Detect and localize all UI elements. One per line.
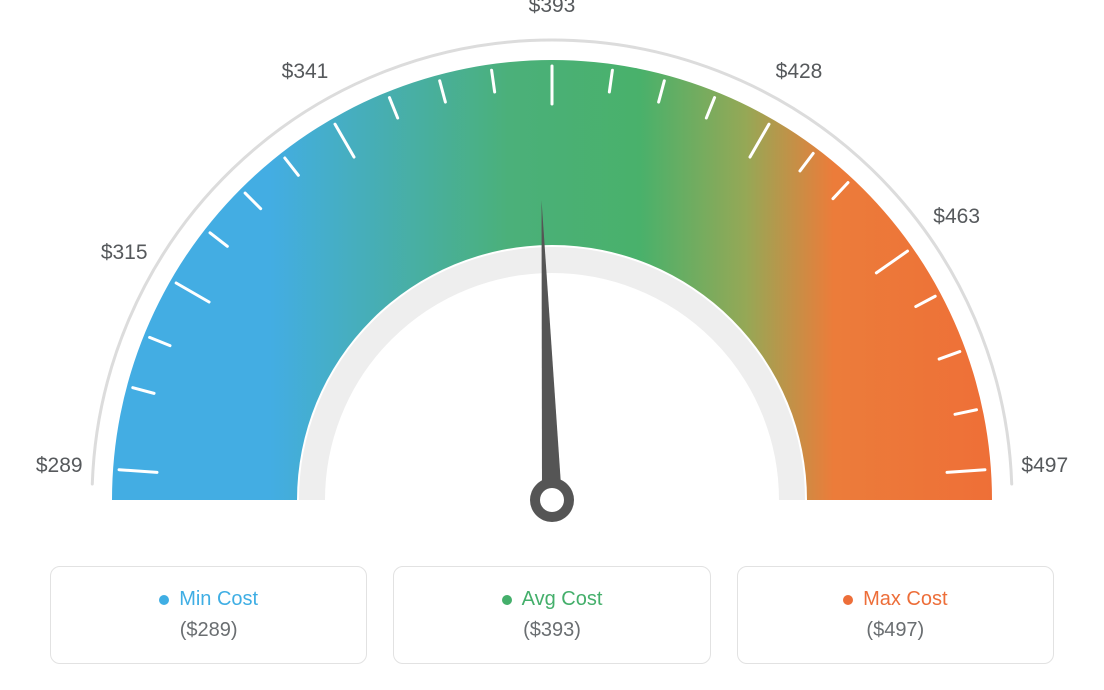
tick-label: $393 (529, 0, 576, 18)
tick-label: $315 (101, 241, 148, 265)
dot-icon (502, 595, 512, 605)
legend-label-avg: Avg Cost (522, 588, 603, 611)
legend-label-min: Min Cost (179, 588, 258, 611)
legend-title-min: Min Cost (159, 588, 258, 611)
dot-icon (159, 595, 169, 605)
gauge-chart-container: $289 $315 $341 $393 $428 $463 $497 Min Cost ($… (0, 0, 1104, 690)
legend-value-max: ($497) (866, 619, 924, 642)
legend-row: Min Cost ($289) Avg Cost ($393) Max Cost… (50, 566, 1054, 664)
tick-label: $428 (776, 60, 823, 84)
tick-label: $463 (933, 205, 980, 229)
tick-label: $497 (1021, 454, 1068, 478)
tick-label: $341 (282, 60, 329, 84)
legend-card-min: Min Cost ($289) (50, 566, 367, 664)
legend-title-avg: Avg Cost (502, 588, 603, 611)
dot-icon (843, 595, 853, 605)
gauge: $289 $315 $341 $393 $428 $463 $497 (0, 0, 1104, 560)
legend-title-max: Max Cost (843, 588, 947, 611)
tick-label: $289 (36, 454, 83, 478)
gauge-svg (0, 0, 1104, 560)
legend-label-max: Max Cost (863, 588, 947, 611)
legend-card-avg: Avg Cost ($393) (393, 566, 710, 664)
legend-value-avg: ($393) (523, 619, 581, 642)
legend-value-min: ($289) (180, 619, 238, 642)
legend-card-max: Max Cost ($497) (737, 566, 1054, 664)
